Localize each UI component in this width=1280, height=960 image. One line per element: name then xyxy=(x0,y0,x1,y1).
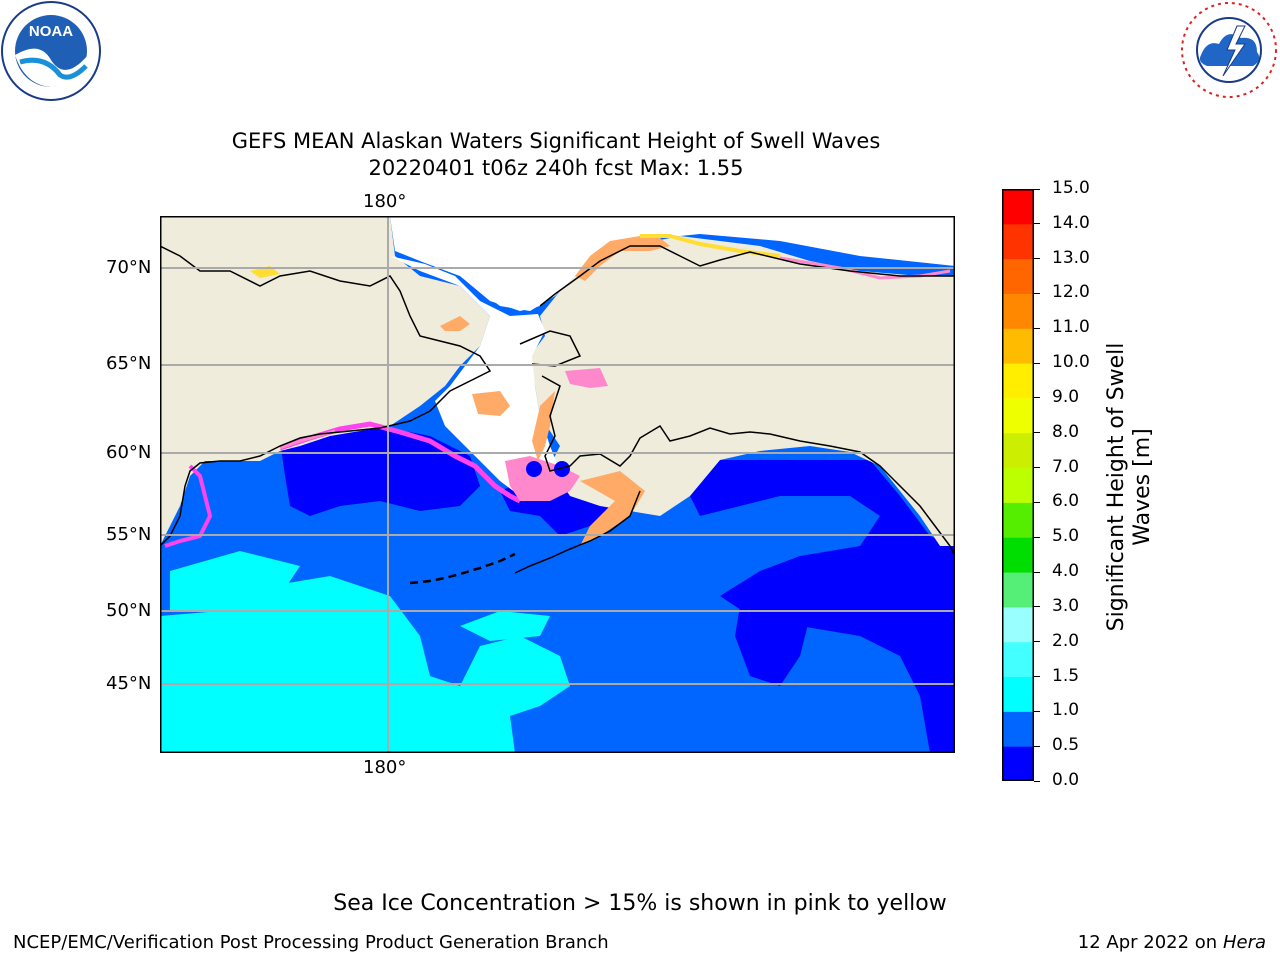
lat-label-55: 55°N xyxy=(106,524,152,545)
chart-title-line1: GEFS MEAN Alaskan Waters Significant Hei… xyxy=(231,129,881,153)
map-panel xyxy=(160,216,955,753)
colorbar-tick-label: 1.5 xyxy=(1052,665,1080,686)
colorbar-band xyxy=(1002,258,1034,294)
colorbar-tick-label: 7.0 xyxy=(1052,456,1080,477)
colorbar-tick-mark xyxy=(1034,258,1040,260)
colorbar-band xyxy=(1002,189,1034,225)
colorbar-tick-mark xyxy=(1034,223,1040,225)
colorbar-tick-label: 0.5 xyxy=(1052,735,1080,756)
swell-band-1-0b xyxy=(170,551,300,611)
sea-ice-north-coast-c xyxy=(779,256,951,280)
lat-label-50: 50°N xyxy=(106,600,152,621)
colorbar-tick-label: 5.0 xyxy=(1052,526,1080,547)
land-siberia xyxy=(160,216,490,546)
colorbar-tick-mark xyxy=(1034,676,1040,678)
colorbar-band xyxy=(1002,293,1034,329)
noaa-logo: NOAA xyxy=(0,0,102,102)
colorbar-band xyxy=(1002,363,1034,399)
swell-band-1-0 xyxy=(160,576,570,753)
sea-ice-bristol-hole1 xyxy=(526,461,542,477)
chart-title-line2: 20220401 t06z 240h fcst Max: 1.55 xyxy=(368,156,744,180)
sea-ice-edge-siberia xyxy=(164,464,213,548)
lon-label-bottom: 180° xyxy=(363,757,407,778)
svg-text:NOAA: NOAA xyxy=(29,23,73,40)
colorbar-tick-mark xyxy=(1034,536,1040,538)
colorbar-tick-mark xyxy=(1034,780,1040,782)
swell-band-0-0-east xyxy=(690,460,955,753)
colorbar xyxy=(1002,189,1034,781)
colorbar-tick-label: 15.0 xyxy=(1052,178,1090,198)
footer-note: Sea Ice Concentration > 15% is shown in … xyxy=(333,891,947,916)
colorbar-band xyxy=(1002,711,1034,747)
colorbar-band xyxy=(1002,432,1034,469)
colorbar-band xyxy=(1002,328,1034,364)
coastline-siberia xyxy=(160,245,492,547)
colorbar-band xyxy=(1002,537,1034,573)
sea-ice-norton xyxy=(532,391,555,461)
nws-logo xyxy=(1179,0,1279,100)
colorbar-band xyxy=(1002,572,1034,608)
colorbar-tick-mark xyxy=(1034,745,1040,747)
colorbar-band xyxy=(1002,676,1034,712)
colorbar-tick-label: 0.0 xyxy=(1052,770,1080,790)
land-alaska xyxy=(530,236,955,546)
sea-ice-bristol-hole2 xyxy=(554,461,570,477)
swell-band-0-0-bering xyxy=(280,426,480,516)
colorbar-tick-mark xyxy=(1034,710,1040,712)
footer-machine: Hera xyxy=(1222,932,1266,953)
colorbar-tick-label: 13.0 xyxy=(1052,247,1090,268)
colorbar-tick-label: 8.0 xyxy=(1052,421,1080,442)
graticule xyxy=(160,216,955,753)
colorbar-tick-mark xyxy=(1034,327,1040,329)
colorbar-tick-mark xyxy=(1034,467,1040,469)
colorbar-tick-label: 4.0 xyxy=(1052,561,1080,582)
aleutian-islands xyxy=(409,552,516,585)
colorbar-tick-label: 1.0 xyxy=(1052,700,1080,721)
colorbar-tick-mark xyxy=(1034,292,1040,294)
colorbar-band xyxy=(1002,641,1034,678)
swell-band-1-0c xyxy=(460,611,550,641)
colorbar-tick-mark xyxy=(1034,571,1040,573)
colorbar-tick-mark xyxy=(1034,606,1040,608)
colorbar-tick-label: 14.0 xyxy=(1052,212,1090,233)
lat-label-60: 60°N xyxy=(106,442,152,463)
colorbar-tick-mark xyxy=(1034,188,1040,190)
bering-open-white xyxy=(390,256,560,496)
colorbar-tick-mark xyxy=(1034,362,1040,364)
lat-label-45: 45°N xyxy=(106,673,152,694)
colorbar-tick-mark xyxy=(1034,397,1040,399)
colorbar-band xyxy=(1002,606,1034,643)
swell-band-0-0-south xyxy=(735,601,810,686)
colorbar-band xyxy=(1002,502,1034,538)
colorbar-band xyxy=(1002,746,1034,781)
sea-ice-seward xyxy=(440,316,470,331)
coastline-alaska xyxy=(514,245,955,574)
colorbar-tick-label: 2.0 xyxy=(1052,630,1080,651)
sea-ice-cook xyxy=(580,471,645,546)
colorbar-tick-mark xyxy=(1034,432,1040,434)
colorbar-tick-label: 10.0 xyxy=(1052,352,1090,373)
colorbar-band xyxy=(1002,467,1034,503)
lat-label-65: 65°N xyxy=(106,353,152,374)
colorbar-tick-label: 3.0 xyxy=(1052,595,1080,616)
lat-label-70: 70°N xyxy=(106,257,152,278)
colorbar-band xyxy=(1002,397,1034,434)
colorbar-tick-label: 9.0 xyxy=(1052,386,1080,407)
colorbar-tick-mark xyxy=(1034,501,1040,503)
colorbar-tick-label: 11.0 xyxy=(1052,317,1090,338)
sea-ice-north-coast xyxy=(575,236,670,281)
colorbar-tick-label: 6.0 xyxy=(1052,491,1080,512)
colorbar-band xyxy=(1002,223,1034,260)
colorbar-tick-mark xyxy=(1034,641,1040,643)
colorbar-tick-label: 12.0 xyxy=(1052,282,1090,303)
sea-ice-kotzebue xyxy=(565,368,608,388)
sea-ice-stlawrence xyxy=(472,391,510,416)
arctic-basin xyxy=(390,216,955,311)
footer-credit: NCEP/EMC/Verification Post Processing Pr… xyxy=(13,932,609,953)
footer-date: 12 Apr 2022 on Hera xyxy=(1077,932,1266,953)
lon-label-top: 180° xyxy=(363,191,407,212)
